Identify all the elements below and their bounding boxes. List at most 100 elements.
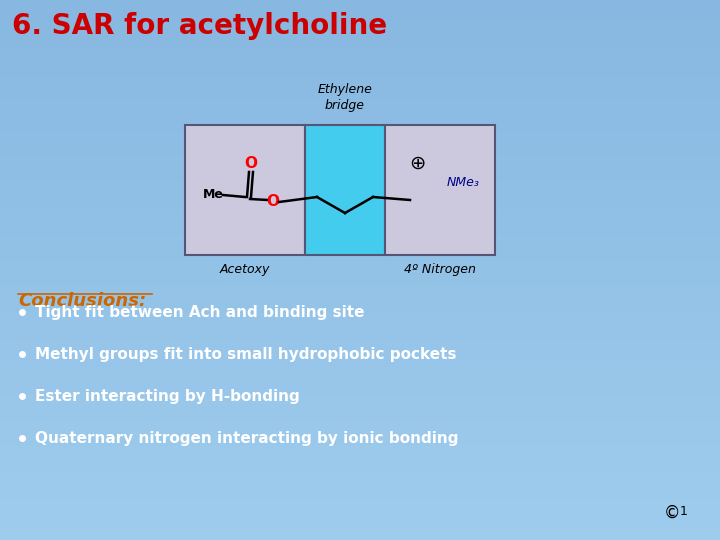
- Bar: [0, 234, 720, 238]
- Bar: [0, 115, 720, 119]
- Bar: [0, 258, 720, 262]
- Bar: [0, 288, 720, 292]
- Bar: [0, 204, 720, 208]
- Bar: [0, 269, 720, 273]
- Text: Methyl groups fit into small hydrophobic pockets: Methyl groups fit into small hydrophobic…: [35, 347, 456, 361]
- Bar: [0, 382, 720, 386]
- Bar: [305, 125, 385, 255]
- Text: Tight fit between Ach and binding site: Tight fit between Ach and binding site: [35, 305, 364, 320]
- Text: NMe₃: NMe₃: [447, 177, 480, 190]
- Bar: [0, 412, 720, 416]
- Bar: [0, 493, 720, 497]
- Bar: [0, 393, 720, 397]
- Bar: [0, 455, 720, 459]
- Bar: [0, 131, 720, 135]
- Bar: [0, 439, 720, 443]
- Bar: [0, 42, 720, 46]
- Text: Acetoxy: Acetoxy: [220, 263, 270, 276]
- Bar: [0, 156, 720, 159]
- Bar: [0, 374, 720, 378]
- Bar: [0, 245, 720, 248]
- Bar: [0, 353, 720, 356]
- Bar: [0, 428, 720, 432]
- Bar: [0, 307, 720, 310]
- Bar: [0, 447, 720, 451]
- Bar: [0, 253, 720, 256]
- Bar: [0, 328, 720, 332]
- Bar: [0, 255, 720, 259]
- Bar: [0, 77, 720, 81]
- Bar: [0, 161, 720, 165]
- Bar: [0, 45, 720, 49]
- Bar: [0, 444, 720, 448]
- Bar: [0, 477, 720, 481]
- Bar: [0, 228, 720, 232]
- Bar: [0, 415, 720, 419]
- Bar: [0, 334, 720, 338]
- Bar: [0, 107, 720, 111]
- Bar: [0, 264, 720, 267]
- Bar: [0, 517, 720, 521]
- Bar: [0, 280, 720, 284]
- Bar: [0, 185, 720, 189]
- Bar: [0, 4, 720, 8]
- Bar: [0, 523, 720, 526]
- Bar: [0, 39, 720, 43]
- Bar: [0, 318, 720, 321]
- Bar: [0, 534, 720, 537]
- Bar: [385, 125, 495, 255]
- Bar: [0, 323, 720, 327]
- Bar: [0, 363, 720, 367]
- Bar: [0, 469, 720, 472]
- Bar: [0, 266, 720, 270]
- Bar: [0, 320, 720, 324]
- Bar: [0, 110, 720, 113]
- Bar: [0, 274, 720, 278]
- Bar: [0, 525, 720, 529]
- Bar: [0, 58, 720, 62]
- Bar: [0, 48, 720, 51]
- Bar: [0, 220, 720, 224]
- Bar: [0, 158, 720, 162]
- Bar: [0, 142, 720, 146]
- Bar: [0, 482, 720, 486]
- Bar: [0, 388, 720, 392]
- Bar: [0, 450, 720, 454]
- Bar: [0, 434, 720, 437]
- Bar: [0, 507, 720, 510]
- Bar: [0, 145, 720, 148]
- Bar: [0, 193, 720, 197]
- Bar: [0, 442, 720, 446]
- Bar: [0, 166, 720, 170]
- Bar: [0, 134, 720, 138]
- Bar: [0, 436, 720, 440]
- Bar: [0, 380, 720, 383]
- Bar: [0, 120, 720, 124]
- Bar: [0, 299, 720, 302]
- Bar: [0, 488, 720, 491]
- Bar: [0, 212, 720, 216]
- Text: O: O: [266, 194, 279, 210]
- Bar: [0, 342, 720, 346]
- Bar: [0, 104, 720, 108]
- Bar: [0, 291, 720, 294]
- Bar: [0, 37, 720, 40]
- Bar: [0, 91, 720, 94]
- Bar: [0, 102, 720, 105]
- Bar: [0, 239, 720, 243]
- Bar: [0, 129, 720, 132]
- Text: Conclusions:: Conclusions:: [18, 292, 146, 310]
- Bar: [0, 147, 720, 151]
- Bar: [0, 345, 720, 348]
- Bar: [0, 471, 720, 475]
- Bar: [0, 23, 720, 27]
- Bar: [0, 272, 720, 275]
- Bar: [0, 118, 720, 122]
- Bar: [0, 485, 720, 489]
- Bar: [0, 223, 720, 227]
- Text: Me: Me: [202, 188, 223, 201]
- Bar: [0, 358, 720, 362]
- Bar: [0, 201, 720, 205]
- Bar: [0, 0, 720, 3]
- Bar: [0, 250, 720, 254]
